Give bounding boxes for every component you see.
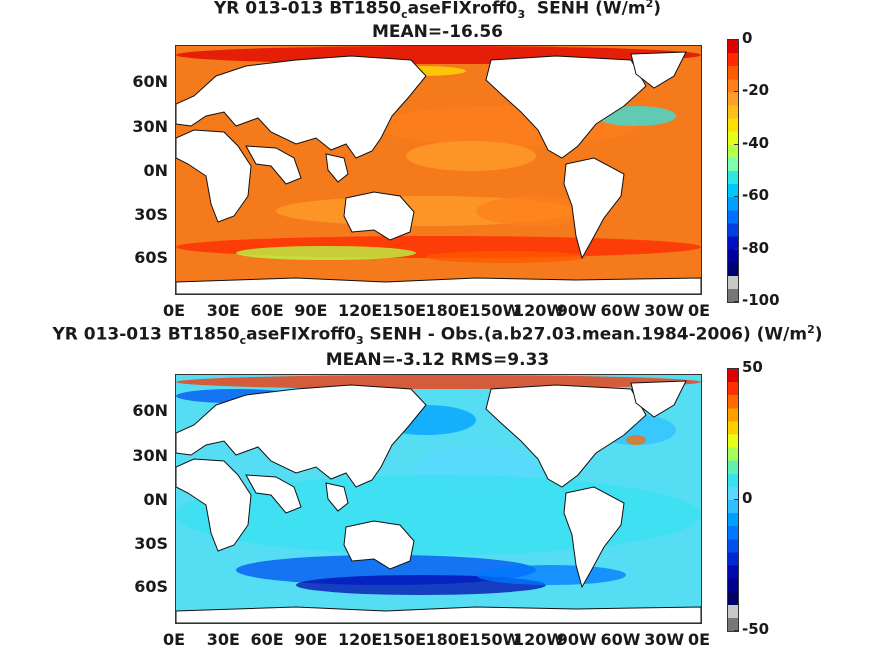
land-mass-2 xyxy=(245,145,302,185)
x-tick-label: 30E xyxy=(206,301,240,320)
y-tick-label: 30S xyxy=(134,534,168,553)
colorbar-tick-label: 0 xyxy=(742,489,753,507)
x-tick-label: 180E xyxy=(425,301,470,320)
field-anomaly-6 xyxy=(296,575,546,595)
x-tick-label: 150W xyxy=(469,301,521,320)
field-anomaly-0 xyxy=(176,375,701,389)
x-tick-label: 0E xyxy=(688,301,711,320)
x-tick-label: 150W xyxy=(469,630,521,649)
x-tick-label: 60W xyxy=(600,630,641,649)
x-tick-label: 90W xyxy=(556,301,597,320)
land-mass-1 xyxy=(176,129,252,223)
x-tick-label: 120W xyxy=(513,301,565,320)
colorbar-tick-label: -60 xyxy=(742,186,770,205)
senh-bias-panel: YR 013-013 BT1850caseFIXroff03 SENH - Ob… xyxy=(0,318,875,656)
y-tick-label: 0N xyxy=(143,490,168,509)
land-mass-4 xyxy=(343,520,415,570)
mean-label: MEAN=-16.56 xyxy=(372,22,503,42)
x-tick-label: 30W xyxy=(644,630,685,649)
y-tick-label: 30S xyxy=(134,205,168,224)
y-tick-label: 60N xyxy=(132,401,168,420)
x-tick-label: 90W xyxy=(556,630,597,649)
colorbar-tick-label: -20 xyxy=(742,81,770,100)
mean-rms-label: MEAN=-3.12 RMS=9.33 xyxy=(325,350,550,370)
land-mass-8 xyxy=(176,606,701,623)
x-tick-label: 150E xyxy=(381,301,427,320)
senh-panel: YR 013-013 BT1850caseFIXroff03 SENH (W/m… xyxy=(132,0,780,320)
y-tick-label: 30N xyxy=(132,446,168,465)
colorbar-tick-label: -80 xyxy=(742,238,770,257)
x-tick-label: 60E xyxy=(250,301,284,320)
y-tick-label: 60N xyxy=(132,72,168,91)
land-mass-6 xyxy=(630,380,687,418)
land-mass-6 xyxy=(630,51,687,89)
y-tick-label: 60S xyxy=(134,248,168,267)
field-anomaly-4 xyxy=(626,435,646,445)
colorbar-tick xyxy=(734,39,738,40)
x-tick-label: 0E xyxy=(688,630,711,649)
colorbar-tick xyxy=(734,143,738,145)
colorbar-tick xyxy=(734,630,738,631)
colorbar-tick xyxy=(734,91,738,93)
field-anomaly-9 xyxy=(476,196,596,226)
colorbar-tick xyxy=(734,301,738,302)
panel-title: YR 013-013 BT1850caseFIXroff03 SENH (W/m… xyxy=(213,0,662,22)
land-mass-1 xyxy=(176,458,252,552)
panel-title: YR 013-013 BT1850caseFIXroff03 SENH - Ob… xyxy=(52,323,823,348)
colorbar-tick xyxy=(734,368,738,369)
colorbar-tick-label: -40 xyxy=(742,133,770,152)
colorbar-tick xyxy=(734,248,738,250)
land-mass-3 xyxy=(325,153,349,183)
land-mass-3 xyxy=(325,482,349,512)
ocean-map xyxy=(175,45,702,295)
x-tick-label: 150E xyxy=(381,630,427,649)
y-tick-label: 0N xyxy=(143,161,168,180)
colorbar-tick-label: -100 xyxy=(742,291,780,309)
colorbar-tick-label: -50 xyxy=(742,620,770,638)
y-tick-label: 30N xyxy=(132,117,168,136)
x-tick-label: 120W xyxy=(513,630,565,649)
x-tick-label: 30E xyxy=(206,630,240,649)
field-anomaly-5 xyxy=(426,251,586,263)
land-mass-2 xyxy=(245,474,302,514)
colorbar-tick-label: 50 xyxy=(742,358,763,376)
ocean-map xyxy=(175,374,702,624)
x-tick-label: 60E xyxy=(250,630,284,649)
land-mass-0 xyxy=(176,55,427,159)
y-tick-label: 60S xyxy=(134,577,168,596)
x-tick-label: 60W xyxy=(600,301,641,320)
field-anomaly-9 xyxy=(476,565,626,585)
x-tick-label: 180E xyxy=(425,630,470,649)
x-tick-label: 90E xyxy=(294,630,328,649)
map-canvas xyxy=(176,46,701,294)
field-anomaly-8 xyxy=(406,141,536,171)
land-mass-8 xyxy=(176,277,701,294)
colorbar-tick xyxy=(734,196,738,198)
x-tick-label: 0E xyxy=(163,630,186,649)
map-canvas xyxy=(176,375,701,623)
x-tick-label: 120E xyxy=(338,630,383,649)
land-mass-7 xyxy=(563,157,625,260)
colorbar-strip xyxy=(727,39,739,303)
land-mass-0 xyxy=(176,384,427,488)
colorbar-strip xyxy=(727,368,739,632)
x-tick-label: 90E xyxy=(294,301,328,320)
land-mass-4 xyxy=(343,191,415,241)
field-anomaly-4 xyxy=(236,246,416,260)
x-tick-label: 30W xyxy=(644,301,685,320)
colorbar-tick xyxy=(734,499,738,500)
x-tick-label: 0E xyxy=(163,301,186,320)
x-tick-label: 120E xyxy=(338,301,383,320)
land-mass-7 xyxy=(563,486,625,589)
colorbar-tick-label: 0 xyxy=(742,29,753,47)
